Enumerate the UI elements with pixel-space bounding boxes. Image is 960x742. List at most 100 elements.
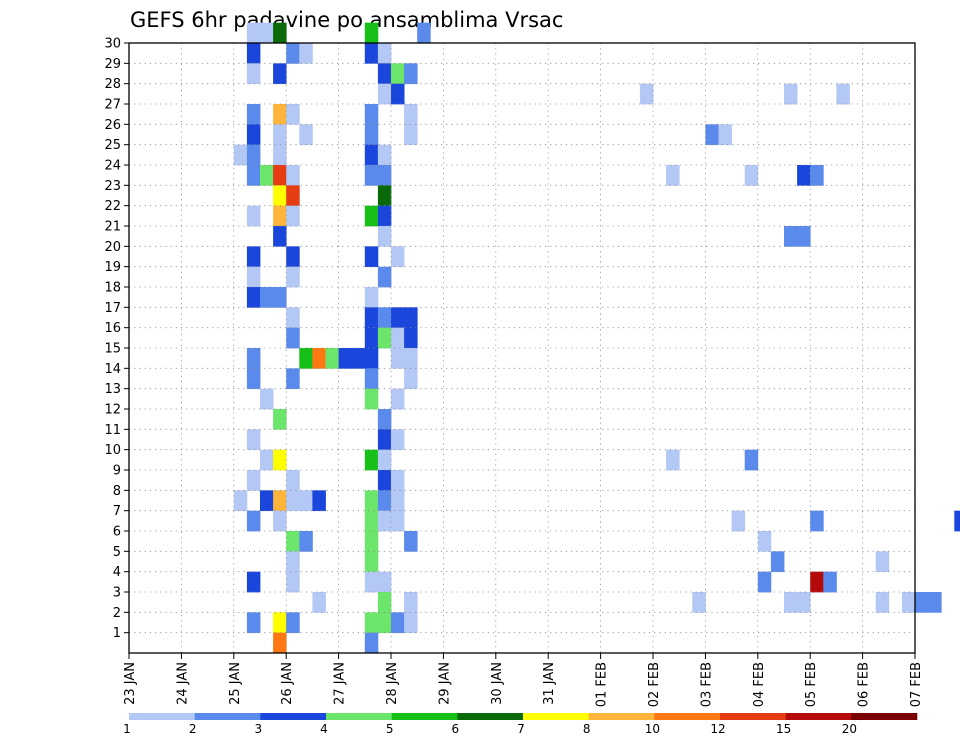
heatmap-cell (246, 429, 261, 451)
heatmap-cell (273, 185, 287, 207)
heatmap-cell (784, 592, 798, 613)
heatmap-cell (273, 449, 287, 471)
heatmap-cell (391, 388, 405, 410)
heatmap-cell (666, 165, 680, 186)
heatmap-cell (260, 388, 274, 410)
heatmap-cell (273, 144, 287, 166)
x-tick-label: 04 FEB (752, 662, 767, 707)
y-tick-label: 1 (113, 626, 121, 641)
heatmap-cell (299, 490, 313, 512)
heatmap-cell (377, 490, 392, 512)
heatmap-cell (757, 571, 772, 593)
x-axis: 23 JAN 24 JAN 25 JAN 26 JAN 27 JAN 28 JAN 29 J… (123, 653, 924, 707)
heatmap-cell (836, 83, 850, 105)
heatmap-cell (377, 429, 392, 451)
heatmap-cell (404, 63, 418, 85)
y-tick-label: 15 (104, 342, 121, 357)
heatmap-cell (364, 449, 379, 471)
heatmap-cell (404, 531, 418, 552)
legend-swatch (720, 713, 786, 720)
heatmap-cell (260, 22, 274, 44)
legend-swatch (785, 713, 852, 720)
heatmap-cell (286, 307, 300, 329)
heatmap-cell (901, 592, 916, 613)
heatmap-cell (299, 348, 313, 369)
heatmap-cell (364, 510, 379, 532)
heatmap-cell (273, 104, 287, 125)
legend-label: 1 (123, 722, 131, 736)
heatmap-cell (364, 368, 379, 390)
y-tick-label: 20 (104, 240, 121, 255)
y-tick-label: 9 (113, 464, 121, 479)
heatmap-cell (875, 551, 890, 573)
heatmap-cell (246, 510, 261, 532)
y-tick-label: 5 (113, 545, 121, 560)
heatmap-cell (391, 470, 405, 491)
chart-title: GEFS 6hr padavine po ansamblima Vrsac (130, 8, 563, 32)
heatmap-cell (351, 348, 366, 369)
heatmap-cell (391, 490, 405, 512)
heatmap-cell (260, 287, 274, 308)
y-tick-label: 30 (104, 37, 121, 52)
heatmap-cell (246, 470, 261, 491)
heatmap-cell (404, 592, 418, 613)
heatmap-cell (233, 144, 248, 166)
heatmap-cell (246, 612, 261, 634)
heatmap-cell (286, 185, 300, 207)
heatmap-cell (246, 144, 261, 166)
x-tick-label: 03 FEB (699, 662, 714, 707)
y-tick-label: 14 (104, 362, 121, 377)
heatmap-cell (875, 592, 890, 613)
heatmap-cell (364, 388, 379, 410)
heatmap-cell (377, 612, 392, 634)
heatmap-cell (417, 22, 431, 44)
y-tick-label: 28 (104, 77, 121, 92)
x-tick-label: 02 FEB (647, 662, 662, 707)
heatmap-cell (246, 266, 261, 288)
heatmap-cell (639, 83, 654, 105)
heatmap-cell (718, 124, 732, 146)
heatmap-cell (404, 327, 418, 349)
x-tick-label: 23 JAN (123, 662, 138, 705)
y-tick-label: 12 (104, 403, 121, 418)
heatmap-cell (299, 124, 313, 146)
heatmap-cell (810, 510, 824, 532)
x-tick-label: 27 JAN (333, 662, 348, 705)
legend-swatch (391, 713, 458, 720)
heatmap-cell (246, 287, 261, 308)
heatmap-cell (286, 266, 300, 288)
legend-label: 5 (386, 722, 394, 736)
legend-label: 4 (320, 722, 328, 736)
heatmap-cell (377, 63, 392, 85)
heatmap-cell (286, 104, 300, 125)
heatmap-cell (273, 22, 287, 44)
heatmap-cell (915, 592, 929, 613)
heatmap-cell (391, 327, 405, 349)
heatmap-cell (246, 104, 261, 125)
heatmap-cell (364, 246, 379, 268)
legend-label: 3 (255, 722, 263, 736)
heatmap-cell (757, 531, 772, 552)
heatmap-cell (273, 124, 287, 146)
heatmap-cell (784, 226, 798, 247)
heatmap-cell (364, 205, 379, 227)
heatmap-cell (364, 551, 379, 573)
heatmap-cell (246, 368, 261, 390)
heatmap-cell (286, 490, 300, 512)
heatmap-cell (286, 571, 300, 593)
grid-lines (129, 43, 915, 653)
legend-swatch (194, 713, 261, 720)
heatmap-cell (364, 287, 379, 308)
heatmap-cell (286, 368, 300, 390)
x-tick-label: 26 JAN (280, 662, 295, 705)
heatmap-cell (810, 571, 824, 593)
heatmap-cell (312, 490, 326, 512)
heatmap-cell (364, 571, 379, 593)
heatmap-cell (246, 165, 261, 186)
y-tick-label: 17 (104, 301, 121, 316)
heatmap-cell (260, 490, 274, 512)
heatmap-cell (286, 470, 300, 491)
legend-swatch (588, 713, 655, 720)
heatmap-cell (377, 510, 392, 532)
y-tick-label: 25 (104, 138, 121, 153)
